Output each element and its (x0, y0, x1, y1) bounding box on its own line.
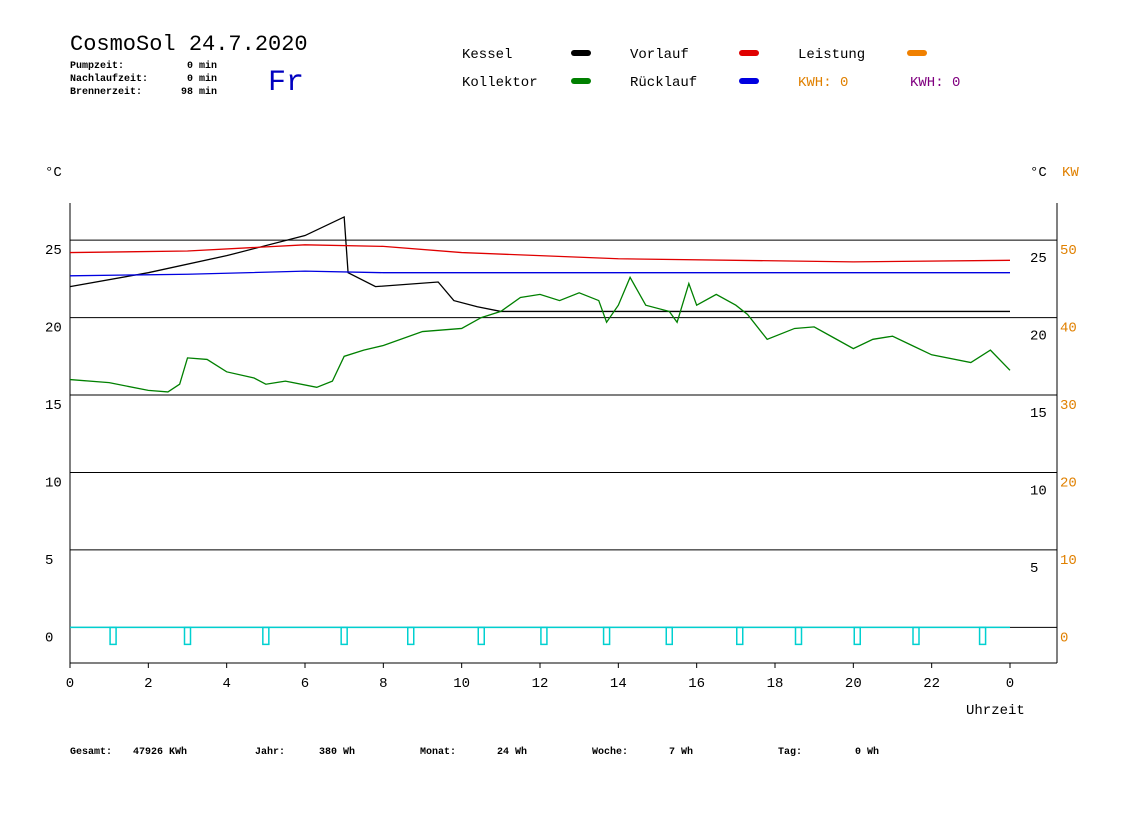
series-line (69, 215, 1010, 313)
pump-pulse (477, 626, 485, 646)
y3-tick-label: 20 (1030, 329, 1047, 345)
y3-tick-label: 15 (1030, 406, 1047, 422)
footer-label: Monat: (420, 747, 456, 758)
pump-pulse (183, 626, 192, 646)
x-tick-label: 18 (767, 676, 784, 692)
y2-tick-label: 10 (1060, 553, 1077, 569)
y3-tick-label: 10 (1030, 483, 1047, 499)
x-tick-label: 20 (845, 676, 862, 692)
series-line (69, 244, 1011, 263)
y2-tick-label: 50 (1060, 243, 1077, 259)
footer-value: 24 Wh (497, 746, 527, 758)
y2-label: KW (1062, 165, 1079, 181)
pump-pulse (340, 626, 348, 646)
pump-pulse (262, 626, 270, 646)
x-tick-label: 6 (301, 676, 309, 692)
kwh-label: KWH: 0 (798, 75, 848, 91)
y2-tick-label: 20 (1060, 475, 1077, 491)
kwh-label: KWH: 0 (910, 75, 960, 91)
pump-pulse (736, 626, 744, 646)
y2-tick-label: 30 (1060, 398, 1077, 414)
day: Fr (268, 66, 304, 100)
legend-label: Kessel (462, 47, 512, 63)
x-tick-label: 22 (923, 676, 940, 692)
x-tick-label: 14 (610, 676, 627, 692)
y-tick-label: 5 (45, 553, 53, 569)
info-value: 0 min (187, 73, 217, 85)
footer-label: Tag: (778, 747, 802, 758)
x-tick-label: 4 (222, 676, 230, 692)
footer-value: 7 Wh (669, 746, 693, 758)
x-label: Uhrzeit (966, 703, 1025, 719)
y-tick-label: 15 (45, 398, 62, 414)
legend-label: Vorlauf (630, 47, 689, 63)
footer-value: 0 Wh (855, 746, 879, 758)
footer-label: Woche: (592, 746, 628, 758)
info-label: Nachlaufzeit: (70, 73, 148, 85)
y2-tick-label: 40 (1060, 321, 1077, 337)
y2-tick-label: 0 (1060, 630, 1068, 646)
x-tick-label: 12 (532, 676, 549, 692)
legend-label: Kollektor (462, 75, 538, 91)
pump-pulse (602, 626, 611, 646)
y-tick-label: 10 (45, 475, 62, 491)
y3-tick-label: 5 (1030, 561, 1038, 577)
info-value: 0 min (187, 60, 217, 72)
pump-pulse (540, 626, 548, 646)
y-tick-label: 25 (45, 243, 62, 259)
title: CosmoSol 24.7.2020 (70, 32, 308, 57)
pump-pulse (407, 626, 415, 646)
pump-pulse (853, 626, 861, 646)
footer-label: Gesamt: (70, 747, 112, 758)
series-line (69, 270, 1010, 277)
pump-pulse (978, 626, 987, 646)
pump-pulse (665, 626, 673, 646)
pump-pulse (109, 626, 117, 646)
legend-label: Leistung (798, 47, 865, 63)
y-tick-label: 20 (45, 321, 62, 337)
info-label: Pumpzeit: (70, 60, 124, 72)
y3-tick-label: 25 (1030, 251, 1047, 267)
y-label: °C (45, 165, 62, 181)
x-tick-label: 10 (453, 676, 470, 692)
legend-label: Rücklauf (630, 75, 697, 91)
x-tick-label: 2 (144, 676, 152, 692)
x-tick-label: 0 (1006, 676, 1014, 692)
x-tick-label: 0 (66, 676, 74, 692)
series-line (69, 275, 1011, 393)
pump-pulse (912, 626, 920, 646)
y3-label: °C (1030, 165, 1047, 181)
x-tick-label: 16 (688, 676, 705, 692)
pump-pulse (794, 626, 803, 646)
x-tick-label: 8 (379, 676, 387, 692)
info-value: 98 min (181, 86, 217, 98)
info-label: Brennerzeit: (70, 86, 142, 98)
footer-value: 47926 KWh (133, 746, 187, 758)
footer-label: Jahr: (255, 746, 285, 758)
footer-value: 380 Wh (319, 746, 355, 758)
y-tick-label: 0 (45, 630, 53, 646)
